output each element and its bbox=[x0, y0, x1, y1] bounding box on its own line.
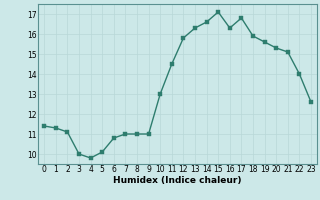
X-axis label: Humidex (Indice chaleur): Humidex (Indice chaleur) bbox=[113, 176, 242, 185]
